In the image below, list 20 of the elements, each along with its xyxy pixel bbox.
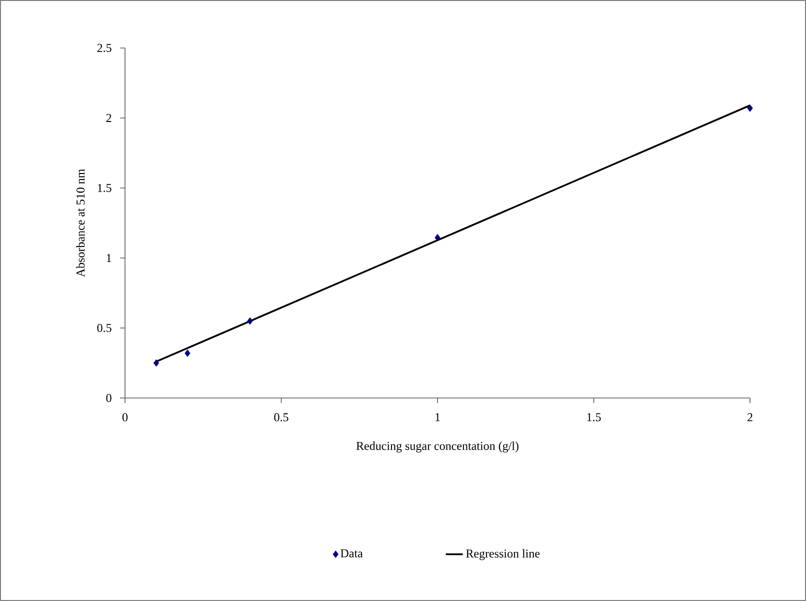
x-tick-label: 2 xyxy=(748,413,752,422)
y-tick-label: 2 xyxy=(106,114,112,122)
x-tick-label: 0.5 xyxy=(274,413,288,422)
point xyxy=(184,349,190,357)
x-tick-label: 0 xyxy=(122,413,128,422)
y-tick-label: 2.5 xyxy=(97,44,112,52)
x-tick-label: 1.5 xyxy=(587,413,601,422)
y-tick-label: 1.5 xyxy=(98,184,112,192)
y-axis-title: Absorbance at 510 nm xyxy=(76,169,85,278)
point xyxy=(247,317,253,325)
point xyxy=(747,104,753,112)
x-axis-title: Reducing sugar concentation (g/l) xyxy=(356,442,518,452)
legend-label: Regression line xyxy=(466,549,540,560)
point xyxy=(434,234,440,242)
point xyxy=(153,359,160,367)
y-tick-label: 1 xyxy=(106,254,112,262)
y-tick-label: 0.5 xyxy=(97,324,112,332)
y-tick-label: 0 xyxy=(106,394,112,402)
legend-label: Data xyxy=(340,549,363,558)
x-tick-label: 1 xyxy=(436,413,440,422)
